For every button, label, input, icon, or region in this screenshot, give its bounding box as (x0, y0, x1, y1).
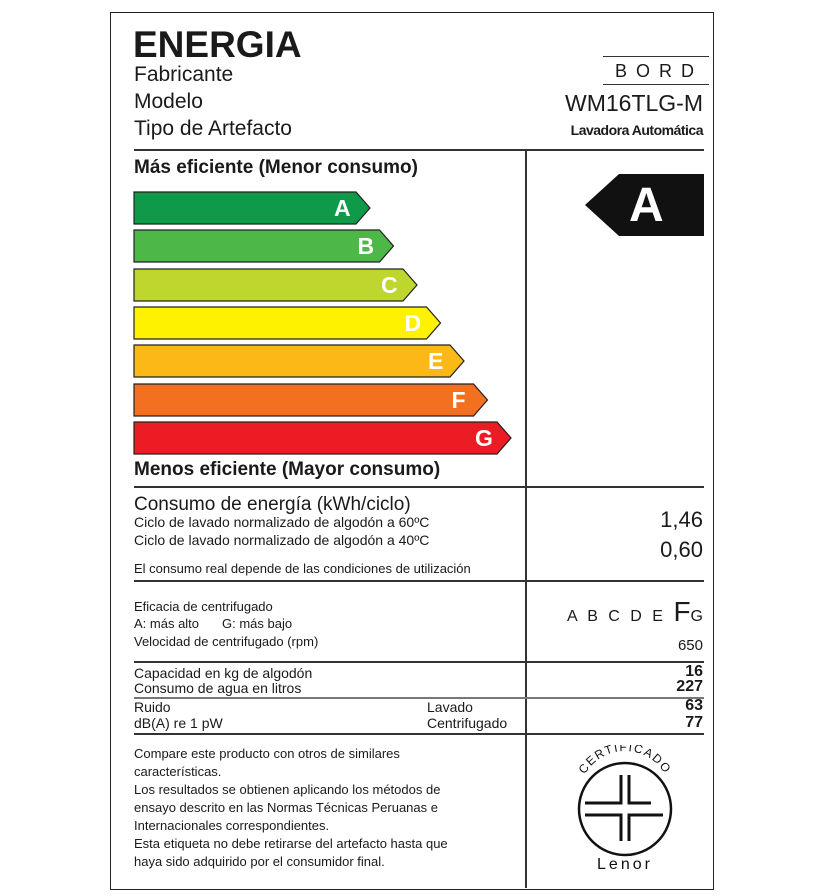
spin-legend-g: G: más bajo (222, 616, 293, 631)
rating-arrow: A (585, 174, 704, 236)
energy-class-letter: C (381, 271, 398, 298)
energy-class-b: B (133, 229, 395, 263)
consumption-60-value: 1,46 (660, 507, 703, 532)
consumption-40-value: 0,60 (660, 537, 703, 562)
footer-line: Esta etiqueta no debe retirarse del arte… (134, 836, 448, 851)
capacity-value: 16 (685, 663, 703, 680)
model-value: WM16TLG-M (565, 90, 703, 116)
divider (134, 733, 704, 735)
model-label: Modelo (134, 90, 203, 113)
spin-efficiency-scale: A B C D E FG (567, 596, 703, 628)
energy-class-g: G (133, 421, 512, 455)
energy-class-e: E (133, 344, 465, 378)
divider (134, 149, 704, 151)
energy-class-c: C (133, 267, 418, 302)
manufacturer-label: Fabricante (134, 63, 234, 86)
spin-class-selected: F (673, 596, 691, 627)
divider (134, 661, 704, 663)
footer-line: ensayo descrito en las Normas Técnicas P… (134, 800, 438, 815)
svg-text:Lenor: Lenor (597, 856, 653, 873)
least-efficient-label: Menos eficiente (Mayor consumo) (134, 459, 441, 480)
divider (134, 580, 704, 582)
spin-class-g: G (690, 608, 703, 625)
brand-rule-top (603, 56, 709, 57)
energy-class-letter: F (451, 386, 466, 413)
footer-line: Internacionales correspondientes. (134, 818, 330, 833)
label-title: ENERGIA (133, 24, 302, 65)
consumption-60-label: Ciclo de lavado normalizado de algodón a… (134, 514, 430, 530)
energy-class-letter: D (404, 309, 422, 336)
footer-line: haya sido adquirido por el consumidor fi… (134, 854, 385, 869)
energy-class-a: A (133, 191, 371, 225)
consumption-40-label: Ciclo de lavado normalizado de algodón a… (134, 532, 430, 548)
label-border (110, 12, 714, 890)
noise-unit: dB(A) re 1 pW (134, 715, 223, 731)
energy-class-letter: A (334, 195, 351, 221)
consumption-title: Consumo de energía (kWh/ciclo) (134, 494, 411, 515)
spin-class-others: A B C D E (566, 608, 666, 625)
rating-letter: A (629, 179, 664, 232)
wash-noise-label: Lavado (427, 699, 473, 715)
footer-line: características. (134, 764, 222, 779)
most-efficient-label: Más eficiente (Menor consumo) (134, 157, 418, 178)
water-label: Consumo de agua en litros (134, 680, 302, 696)
brand-name: BORD (614, 61, 703, 81)
energy-class-letter: B (357, 233, 375, 260)
type-label: Tipo de Artefacto (134, 117, 292, 140)
energy-class-letter: G (475, 424, 493, 451)
brand-rule-bottom (603, 84, 709, 85)
spin-legend-a: A: más alto (134, 616, 200, 631)
spin-noise-value: 77 (685, 714, 703, 731)
spin-speed-value: 650 (677, 637, 703, 654)
energy-class-d: D (133, 306, 442, 340)
wash-noise-value: 63 (685, 697, 703, 714)
column-divider (525, 149, 527, 888)
energy-class-letter: E (428, 348, 444, 375)
noise-label: Ruido (134, 699, 171, 715)
spin-title: Eficacia de centrifugado (134, 599, 273, 614)
divider (134, 697, 704, 699)
type-value: Lavadora Automática (570, 122, 704, 138)
spin-speed-label: Velocidad de centrifugado (rpm) (134, 634, 319, 649)
footer-line: Los resultados se obtienen aplicando los… (134, 782, 441, 797)
divider (134, 486, 704, 488)
water-value: 227 (676, 678, 703, 695)
capacity-label: Capacidad en kg de algodón (134, 665, 313, 681)
svg-text:CERTIFICADO: CERTIFICADO (576, 745, 675, 776)
consumption-note: El consumo real depende de las condicion… (134, 561, 471, 576)
lenor-certification-seal: CERTIFICADO Lenor (565, 740, 685, 875)
footer-notes: Compare este producto con otros de simil… (134, 745, 448, 871)
energy-class-f: F (133, 382, 489, 417)
spin-noise-label: Centrifugado (427, 715, 508, 731)
footer-line: Compare este producto con otros de simil… (134, 746, 400, 761)
